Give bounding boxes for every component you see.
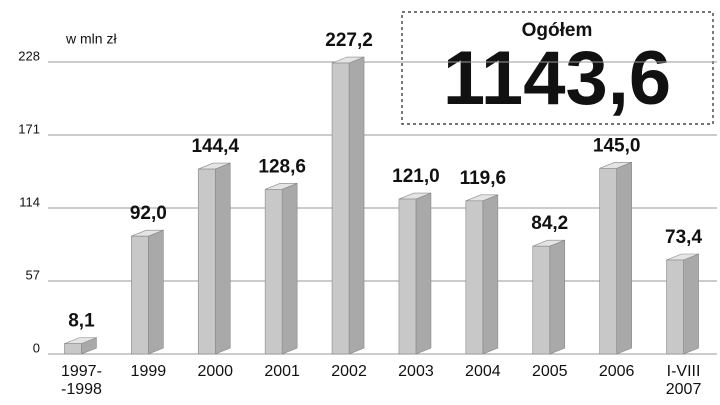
y-tick-label: 228 [18, 48, 40, 63]
total-title: Ogółem [522, 20, 593, 41]
value-label: 121,0 [392, 166, 440, 187]
bar-side [415, 192, 432, 355]
y-tick-label: 114 [19, 194, 40, 209]
bar [64, 343, 82, 355]
x-tick-label: 2006 [599, 363, 635, 380]
x-tick-label: I-VIII [667, 363, 701, 380]
total-value: 1143,6 [443, 36, 671, 121]
bar [131, 235, 149, 355]
value-label: 8,1 [68, 311, 95, 332]
x-tick-label: 2005 [532, 363, 568, 380]
bar [398, 198, 417, 355]
bar [264, 189, 283, 355]
x-tick-label: 2002 [331, 363, 367, 380]
bar-side [683, 253, 699, 355]
bar-side [616, 161, 632, 355]
x-tick-label: 1997- [61, 363, 102, 380]
x-tick-label: 2003 [398, 363, 434, 380]
x-tick-label: 2001 [264, 363, 300, 380]
bar [331, 62, 350, 355]
x-tick-label: 2007 [666, 381, 702, 398]
unit-label: w mln zł [65, 31, 117, 47]
x-tick-label: 2000 [197, 363, 233, 380]
bar-side [348, 56, 365, 355]
value-label: 92,0 [130, 203, 167, 224]
value-label: 144,4 [191, 136, 239, 157]
bar-side [549, 239, 566, 355]
bar [532, 245, 551, 355]
bar-side [214, 162, 231, 355]
total-box [401, 11, 714, 125]
value-label: 128,6 [258, 156, 306, 177]
value-label: 73,4 [665, 227, 702, 248]
value-label: 227,2 [325, 30, 373, 51]
y-tick-label: 0 [33, 340, 40, 355]
bar [666, 259, 684, 355]
bar [465, 200, 484, 355]
x-tick-label: -1998 [61, 381, 102, 398]
y-tick-label: 57 [26, 267, 40, 282]
bar-side [482, 194, 499, 355]
value-label: 84,2 [531, 213, 568, 234]
value-label: 119,6 [460, 168, 507, 189]
x-tick-label: 2004 [465, 363, 501, 380]
bar-side [148, 229, 164, 355]
bar [197, 168, 216, 355]
bar [599, 167, 617, 355]
bar-side [281, 182, 298, 355]
value-label: 145,0 [593, 135, 641, 156]
y-tick-label: 171 [18, 121, 40, 136]
x-tick-label: 1999 [131, 363, 167, 380]
